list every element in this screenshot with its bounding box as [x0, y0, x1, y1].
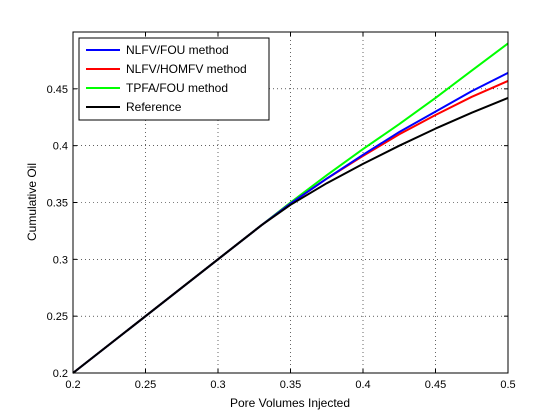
legend-label-nlfv-homfv-method: NLFV/HOMFV method [126, 62, 247, 76]
y-tick-label: 0.35 [47, 198, 68, 210]
legend-label-tpfa-fou-method: TPFA/FOU method [126, 81, 228, 95]
x-tick-label: 0.35 [280, 379, 301, 391]
legend: NLFV/FOU method NLFV/HOMFV method TPFA/FOU… [78, 37, 270, 121]
series-line-reference [72, 96, 509, 374]
y-tick-label: 0.4 [53, 141, 68, 153]
y-tick-label: 0.2 [53, 368, 68, 380]
series-layer [72, 42, 509, 374]
y-tick-label: 0.3 [53, 254, 68, 266]
x-tick-label: 0.25 [135, 379, 156, 391]
x-tick-label: 0.45 [425, 379, 446, 391]
x-axis-label: Pore Volumes Injected [230, 396, 350, 410]
legend-label-reference: Reference [126, 100, 182, 114]
x-tick-label: 0.3 [210, 379, 225, 391]
x-tick-label: 0.4 [355, 379, 370, 391]
y-axis-label: Cumulative Oil [25, 163, 39, 241]
y-tick-label: 0.45 [47, 84, 68, 96]
legend-label-nlfv-fou-method: NLFV/FOU method [126, 43, 229, 57]
y-tick-label: 0.25 [47, 311, 68, 323]
x-tick-label: 0.5 [500, 379, 515, 391]
axis-ticks: 0.2 0.25 0.3 0.35 0.4 0.45 0.5 0.2 0.25 0.3 0.35 0.… [47, 32, 516, 391]
x-tick-label: 0.2 [65, 379, 80, 391]
